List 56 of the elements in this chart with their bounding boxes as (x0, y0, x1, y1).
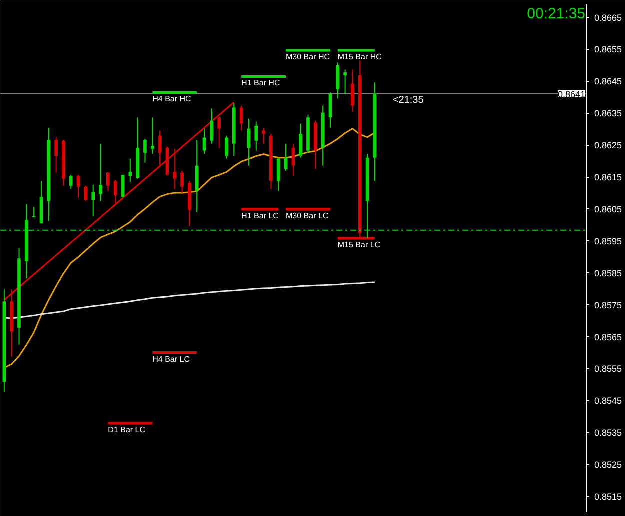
y-tick-label: 0.8515 (594, 492, 622, 502)
series-label: M30 Bar LC (286, 211, 329, 220)
candlestick (344, 69, 347, 94)
candlestick (262, 127, 266, 144)
y-tick-label: 0.8525 (594, 460, 622, 470)
candlestick (54, 136, 58, 174)
ref-line-label: 0.8641 (558, 89, 586, 100)
candlestick (106, 171, 110, 192)
y-tick-label: 0.8635 (594, 108, 622, 119)
series-label: M15 Bar HC (338, 52, 382, 62)
candlestick (218, 116, 221, 148)
y-tick-label: 0.8665 (594, 12, 622, 23)
y-tick-label: 0.8575 (594, 300, 622, 310)
y-tick-label: 0.8585 (594, 268, 622, 278)
candlestick (180, 170, 184, 194)
series-label: D1 Bar LC (108, 425, 146, 434)
candlestick (351, 69, 354, 112)
y-tick-label: 0.8545 (594, 396, 622, 406)
y-tick-label: 0.8595 (594, 236, 622, 246)
candlestick (292, 143, 296, 177)
series-label: H1 Bar LC (242, 211, 280, 220)
candlestick (225, 135, 228, 160)
y-tick-label: 0.8605 (594, 204, 622, 214)
text: 00:21:35 (527, 6, 586, 22)
text: <21:35 (392, 94, 424, 106)
candlestick (99, 143, 102, 202)
candlestick (336, 62, 340, 100)
candlestick (150, 117, 154, 155)
y-tick-label: 0.8565 (594, 332, 622, 342)
y-tick-label: 0.8655 (594, 44, 622, 55)
candlestick (32, 206, 36, 218)
series-label: M15 Bar LC (338, 240, 381, 250)
y-tick-label: 0.8535 (594, 428, 622, 438)
candlestick (144, 138, 147, 164)
candlestick (202, 128, 206, 155)
candlestick (128, 158, 132, 183)
series-label: M30 Bar HC (286, 52, 330, 62)
candlestick (276, 157, 280, 192)
series-label: H4 Bar LC (152, 354, 190, 364)
series-label: H4 Bar HC (152, 94, 192, 104)
candlestick (121, 174, 125, 198)
line-series (4, 282, 376, 320)
candlestick (173, 148, 177, 190)
candlestick (210, 108, 214, 144)
y-tick-label: 0.8645 (594, 76, 622, 87)
candlestick (76, 174, 80, 199)
candlestick (92, 184, 96, 217)
candlestick (328, 92, 332, 128)
candlestick (254, 121, 258, 152)
candlestick (69, 174, 73, 190)
y-tick-label: 0.8555 (594, 364, 622, 374)
candlestick (240, 105, 244, 132)
series-label: H1 Bar HC (242, 78, 280, 88)
y-tick-label: 0.8615 (594, 172, 622, 183)
y-tick-label: 0.8625 (594, 140, 622, 151)
candlestick (299, 123, 303, 158)
